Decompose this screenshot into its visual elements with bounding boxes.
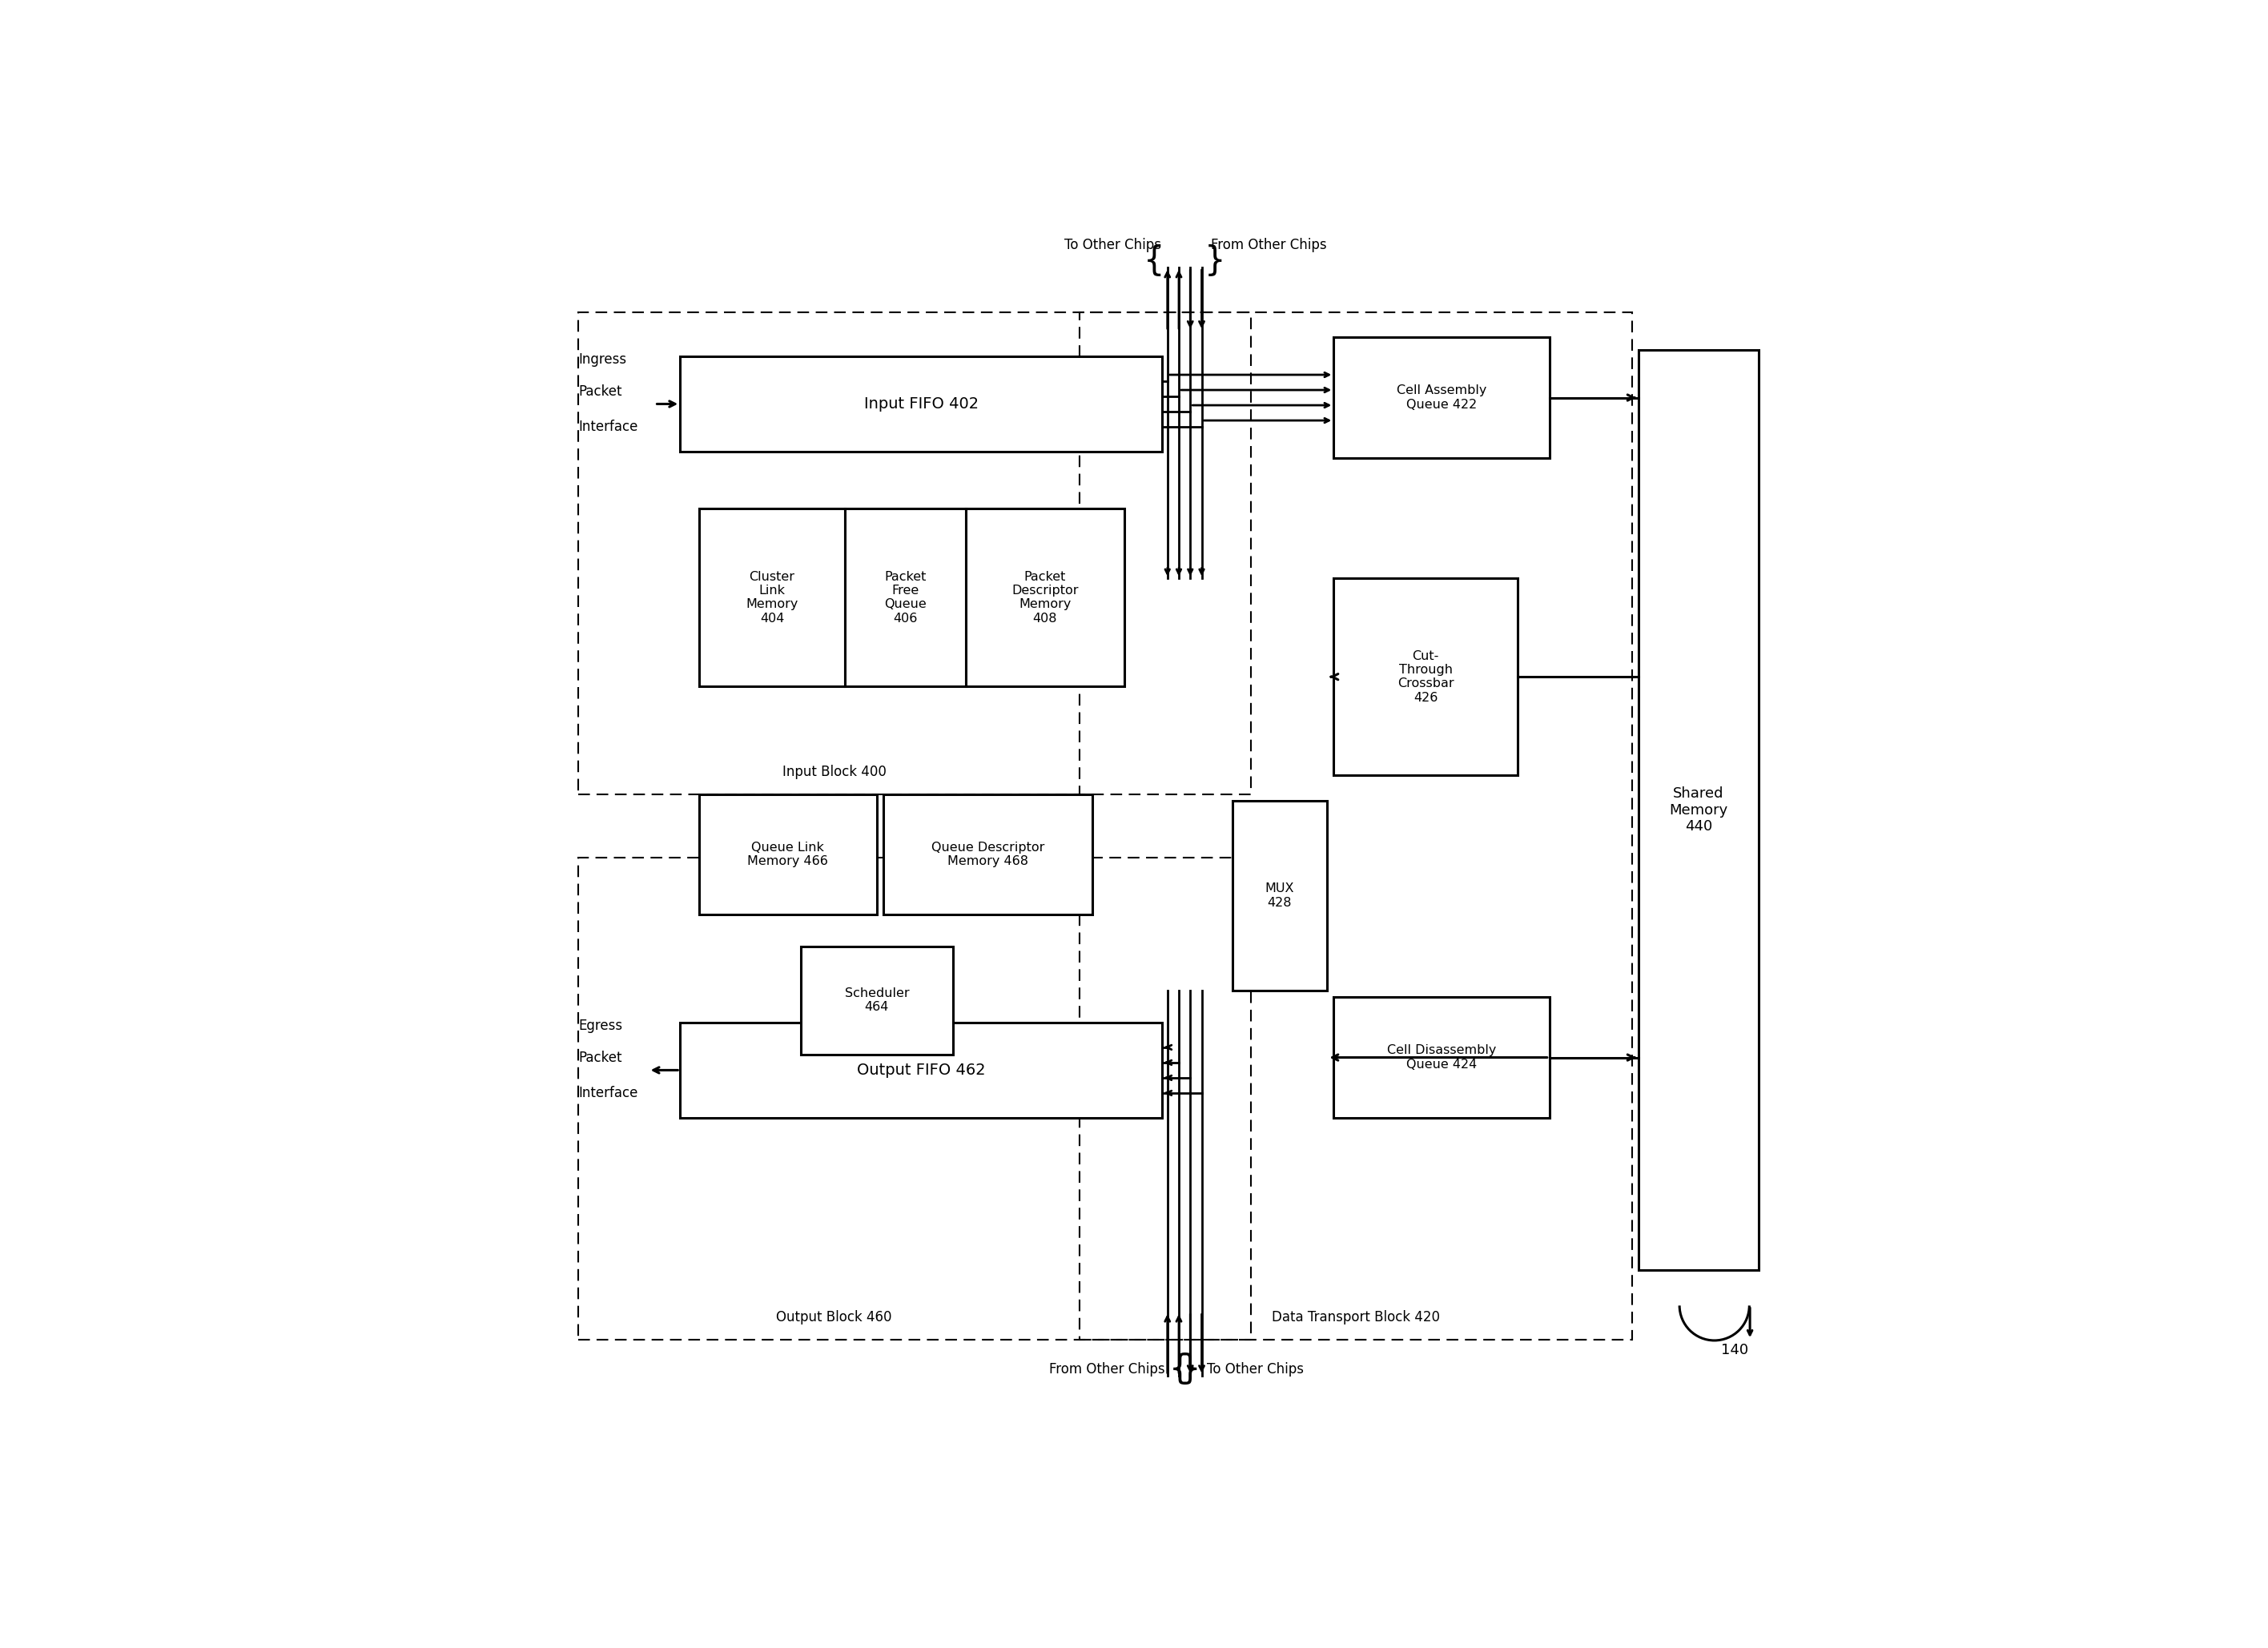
Text: }: } (1204, 244, 1225, 279)
Text: To Other Chips: To Other Chips (1064, 237, 1161, 252)
Text: {: { (1168, 1353, 1191, 1386)
FancyBboxPatch shape (680, 356, 1163, 452)
Text: Packet
Free
Queue
406: Packet Free Queue 406 (885, 570, 928, 625)
Text: Shared
Memory
440: Shared Memory 440 (1669, 786, 1728, 834)
Text: Egress: Egress (578, 1018, 624, 1033)
Text: To Other Chips: To Other Chips (1207, 1361, 1304, 1376)
Text: MUX
428: MUX 428 (1266, 883, 1295, 908)
Text: Interface: Interface (578, 420, 637, 433)
FancyBboxPatch shape (1334, 578, 1517, 775)
Text: Cluster
Link
Memory
404: Cluster Link Memory 404 (746, 570, 798, 625)
FancyBboxPatch shape (1232, 801, 1327, 990)
FancyBboxPatch shape (699, 794, 878, 915)
Text: Output Block 460: Output Block 460 (776, 1310, 891, 1325)
Text: Input FIFO 402: Input FIFO 402 (864, 397, 978, 412)
FancyBboxPatch shape (966, 509, 1125, 686)
Text: Cell Assembly
Queue 422: Cell Assembly Queue 422 (1397, 384, 1486, 410)
Text: Input Block 400: Input Block 400 (782, 765, 887, 780)
Text: 140: 140 (1721, 1343, 1749, 1358)
Text: Interface: Interface (578, 1086, 637, 1101)
Text: Cell Disassembly
Queue 424: Cell Disassembly Queue 424 (1388, 1045, 1497, 1071)
FancyBboxPatch shape (680, 1022, 1163, 1117)
Text: }: } (1179, 1353, 1200, 1386)
FancyBboxPatch shape (699, 509, 846, 686)
Text: Ingress: Ingress (578, 353, 626, 368)
FancyBboxPatch shape (846, 509, 966, 686)
Text: Packet: Packet (578, 384, 621, 399)
Text: {: { (1143, 244, 1166, 279)
FancyBboxPatch shape (1637, 349, 1758, 1271)
Text: Data Transport Block 420: Data Transport Block 420 (1272, 1310, 1440, 1325)
Text: Cut-
Through
Crossbar
426: Cut- Through Crossbar 426 (1397, 649, 1454, 704)
Text: Scheduler
464: Scheduler 464 (844, 987, 909, 1014)
FancyBboxPatch shape (1334, 338, 1549, 458)
Text: Queue Descriptor
Memory 468: Queue Descriptor Memory 468 (932, 842, 1046, 867)
FancyBboxPatch shape (801, 946, 953, 1055)
Text: Packet: Packet (578, 1050, 621, 1065)
FancyBboxPatch shape (882, 794, 1093, 915)
Text: Queue Link
Memory 466: Queue Link Memory 466 (748, 842, 828, 867)
Text: From Other Chips: From Other Chips (1211, 237, 1327, 252)
Text: Packet
Descriptor
Memory
408: Packet Descriptor Memory 408 (1012, 570, 1077, 625)
Text: Output FIFO 462: Output FIFO 462 (857, 1063, 987, 1078)
FancyBboxPatch shape (1334, 997, 1549, 1117)
Text: From Other Chips: From Other Chips (1050, 1361, 1166, 1376)
